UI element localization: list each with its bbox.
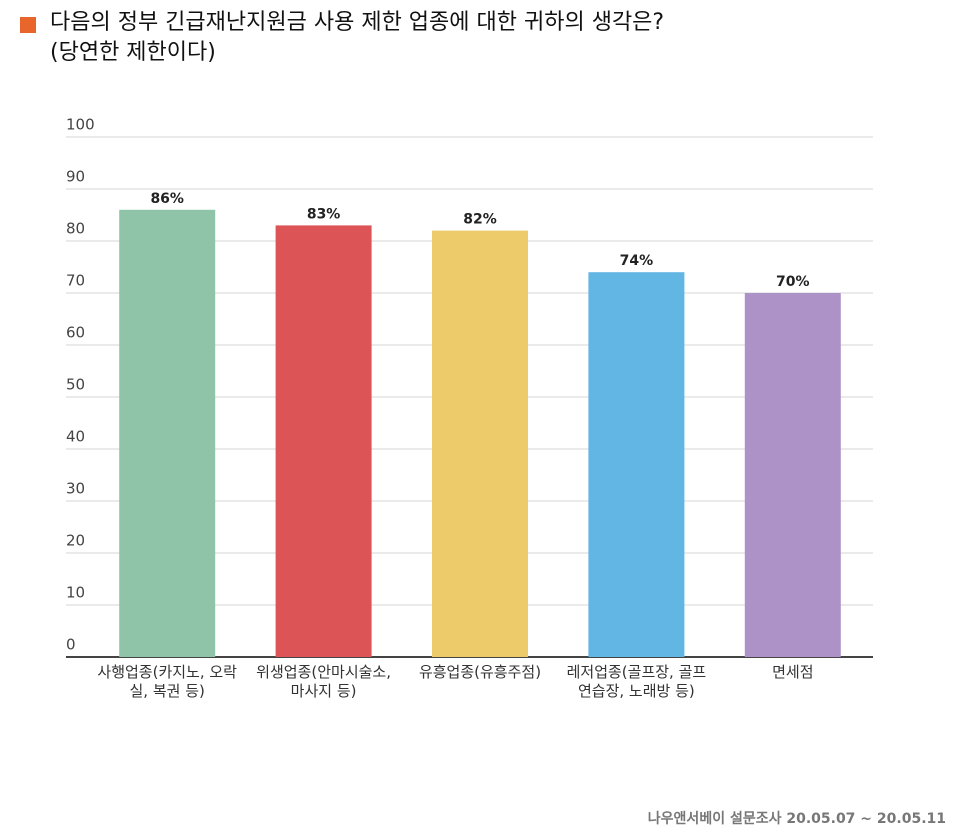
value-label: 82% xyxy=(463,212,497,228)
value-label: 86% xyxy=(150,191,184,207)
bar xyxy=(588,272,685,657)
y-tick-label: 70 xyxy=(66,272,85,290)
bar xyxy=(275,225,372,657)
y-tick-label: 40 xyxy=(66,428,85,446)
x-tick-label: 유흥업종(유흥주점) xyxy=(418,663,542,681)
x-tick-label: 면세점 xyxy=(772,663,814,681)
bar xyxy=(119,209,216,658)
x-tick-label: 사행업종(카지노, 오락실, 복권 등) xyxy=(97,663,237,700)
chart-title: 다음의 정부 긴급재난지원금 사용 제한 업종에 대한 귀하의 생각은? xyxy=(50,10,665,35)
y-tick-label: 50 xyxy=(66,376,85,394)
y-tick-label: 10 xyxy=(66,584,85,602)
x-tick-label: 위생업종(안마시술소, 마사지 등) xyxy=(256,663,391,700)
value-label: 70% xyxy=(776,274,810,290)
y-tick-label: 0 xyxy=(66,636,76,654)
bar xyxy=(744,293,841,657)
y-tick-label: 30 xyxy=(66,480,85,498)
value-label: 83% xyxy=(307,206,341,222)
y-tick-label: 100 xyxy=(66,116,95,134)
value-label: 74% xyxy=(620,253,654,269)
title-marker xyxy=(20,17,36,33)
y-tick-label: 90 xyxy=(66,168,85,186)
y-tick-label: 80 xyxy=(66,220,85,238)
source-note: 나우앤서베이 설문조사 20.05.07 ~ 20.05.11 xyxy=(647,811,946,827)
chart-subtitle: (당연한 제한이다) xyxy=(50,40,216,65)
bar xyxy=(432,230,528,657)
x-tick-label: 레저업종(골프장, 골프연습장, 노래방 등) xyxy=(566,663,707,700)
y-tick-label: 20 xyxy=(66,532,85,550)
y-tick-label: 60 xyxy=(66,324,85,342)
title-block: 다음의 정부 긴급재난지원금 사용 제한 업종에 대한 귀하의 생각은? (당연… xyxy=(50,8,664,68)
